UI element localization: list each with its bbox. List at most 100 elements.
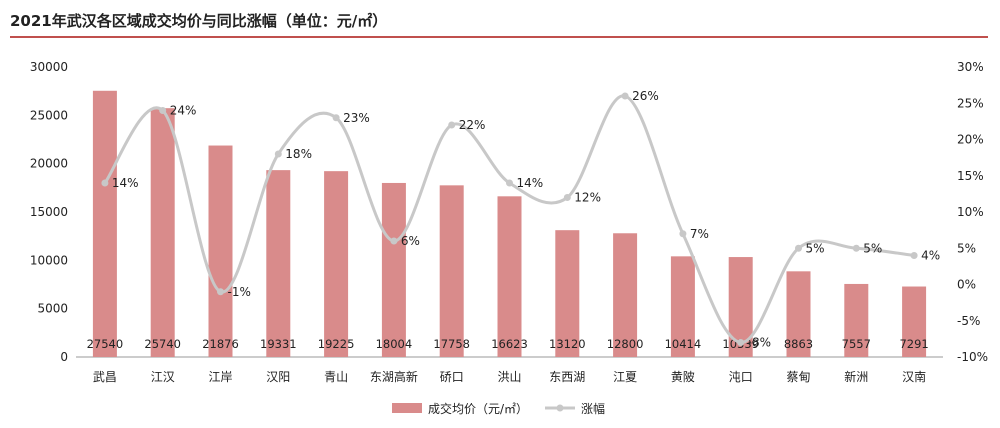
bar xyxy=(670,256,695,357)
growth-point xyxy=(910,252,918,259)
category-label: 东湖高新 xyxy=(370,369,418,384)
growth-point xyxy=(795,244,802,252)
bar-value-label: 19331 xyxy=(260,337,297,351)
left-tick-label: 5000 xyxy=(37,302,68,316)
category-label: 武昌 xyxy=(93,370,117,384)
category-axis: 武昌 江汉 江岸 汉阳 青山 东湖高新 硚口 洪山 东西湖 江夏 黄陂 沌口 蔡甸 新洲 汉南 xyxy=(93,369,926,384)
bar-value-label: 8863 xyxy=(784,337,813,351)
bar xyxy=(844,283,869,357)
legend-bar-swatch xyxy=(392,403,422,413)
growth-value-label: 5% xyxy=(806,241,825,255)
growth-value-label: -1% xyxy=(228,285,251,299)
right-tick-label: -5% xyxy=(957,314,980,328)
right-axis: -10% -5% 0% 5% 10% 15% 20% 25% 30% xyxy=(957,60,988,364)
growth-value-label: 24% xyxy=(170,104,197,118)
left-tick-label: 20000 xyxy=(30,157,68,171)
bar xyxy=(902,286,927,357)
category-label: 江岸 xyxy=(208,370,232,384)
chart-title: 2021年武汉各区域成交均价与同比涨幅（单位：元/㎡） xyxy=(10,12,388,30)
category-label: 新洲 xyxy=(844,369,868,384)
left-tick-label: 10000 xyxy=(30,253,68,267)
left-tick-label: 0 xyxy=(60,350,68,364)
left-tick-label: 30000 xyxy=(30,60,68,74)
category-label: 江夏 xyxy=(613,370,637,384)
category-label: 黄陂 xyxy=(671,369,695,384)
legend-line-label: 涨幅 xyxy=(581,401,605,416)
category-label: 江汉 xyxy=(151,370,175,384)
bar xyxy=(92,90,117,357)
growth-value-label: 5% xyxy=(863,241,882,255)
category-label: 洪山 xyxy=(497,370,521,384)
growth-value-label: 14% xyxy=(517,176,544,190)
bar xyxy=(439,185,464,357)
bar xyxy=(266,170,291,357)
bar-value-label: 19225 xyxy=(318,337,355,351)
growth-point xyxy=(563,194,571,201)
left-tick-label: 25000 xyxy=(30,108,68,122)
right-tick-label: 25% xyxy=(957,96,984,110)
bar-value-label: 12800 xyxy=(607,337,644,351)
growth-value-label: 14% xyxy=(112,176,139,190)
growth-value-label: 22% xyxy=(459,118,486,132)
category-label: 蔡甸 xyxy=(786,370,810,384)
growth-point xyxy=(217,288,224,296)
bar xyxy=(381,182,406,357)
growth-value-label: 26% xyxy=(632,89,659,103)
bar-value-label: 7557 xyxy=(842,337,871,351)
growth-point xyxy=(506,179,513,187)
bar xyxy=(150,108,175,358)
bar xyxy=(497,196,522,357)
growth-value-label: -8% xyxy=(748,336,771,350)
growth-point xyxy=(621,92,629,100)
bar-value-label: 13120 xyxy=(549,337,586,351)
bar-value-label: 27540 xyxy=(87,337,124,351)
growth-point xyxy=(448,121,456,129)
right-tick-label: -10% xyxy=(957,350,988,364)
right-tick-label: 0% xyxy=(957,278,976,292)
growth-value-label: 4% xyxy=(921,249,940,263)
category-label: 沌口 xyxy=(729,370,753,384)
legend-line-marker xyxy=(556,404,564,412)
growth-value-label: 18% xyxy=(285,147,312,161)
bar-value-label: 18004 xyxy=(376,337,413,351)
bar xyxy=(786,271,811,357)
category-label: 青山 xyxy=(324,370,348,384)
growth-point xyxy=(274,150,282,158)
bar-value-label: 25740 xyxy=(144,337,181,351)
title-divider xyxy=(10,36,988,38)
category-label: 汉阳 xyxy=(266,370,290,384)
growth-point xyxy=(159,107,167,114)
growth-value-label: 6% xyxy=(401,234,420,248)
bar-value-label: 7291 xyxy=(899,337,928,351)
legend: 成交均价（元/㎡） 涨幅 xyxy=(392,401,605,416)
bar-value-label: 16623 xyxy=(491,337,528,351)
bar xyxy=(613,233,638,357)
bar-series: 27540 25740 21876 19331 19225 18004 17758 16623… xyxy=(87,90,929,358)
right-tick-label: 20% xyxy=(957,133,984,147)
legend-bar-label: 成交均价（元/㎡） xyxy=(428,401,528,416)
growth-point xyxy=(390,237,398,245)
bar-value-label: 21876 xyxy=(202,337,239,351)
bar xyxy=(555,230,580,357)
bar xyxy=(324,171,349,357)
growth-point xyxy=(679,230,687,238)
growth-point xyxy=(332,114,340,122)
growth-value-label: 23% xyxy=(343,111,370,125)
bar-value-label: 10414 xyxy=(665,337,702,351)
growth-value-label: 12% xyxy=(574,191,601,205)
category-label: 东西湖 xyxy=(549,369,585,384)
right-tick-label: 15% xyxy=(957,169,984,183)
growth-point xyxy=(101,179,109,187)
right-tick-label: 5% xyxy=(957,241,976,255)
right-tick-label: 30% xyxy=(957,60,984,74)
growth-point xyxy=(852,244,860,252)
bar xyxy=(208,145,233,357)
left-tick-label: 15000 xyxy=(30,205,68,219)
growth-point xyxy=(737,339,745,346)
category-label: 汉南 xyxy=(902,369,926,384)
right-tick-label: 10% xyxy=(957,205,984,219)
bar-value-label: 17758 xyxy=(433,337,470,351)
line-series: 14% 24% -1% 18% 23% 6% 22% 14% 12% 26% 7% -8% 5% 5% 4% xyxy=(101,89,940,350)
category-label: 硚口 xyxy=(440,370,464,384)
